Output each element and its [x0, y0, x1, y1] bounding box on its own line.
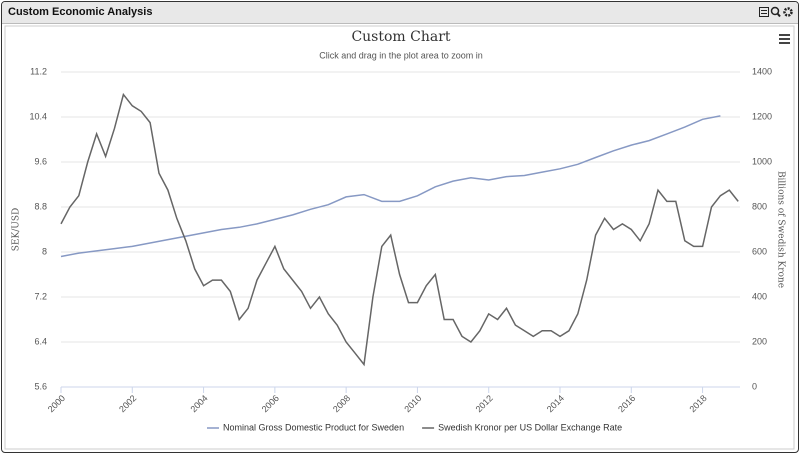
y-tick-label: 5.6	[34, 381, 47, 391]
y-axis-title: SEK/USD	[12, 208, 22, 251]
y-tick-label: 8.8	[34, 201, 47, 211]
y2-tick-label: 1200	[752, 111, 772, 121]
y-tick-label: 7.2	[34, 291, 47, 301]
y2-tick-label: 1000	[752, 156, 772, 166]
y2-tick-label: 800	[752, 201, 767, 211]
series-line	[60, 92, 739, 367]
y2-tick-label: 400	[752, 291, 767, 301]
icon-line	[776, 12, 781, 18]
y-tick-label: 10.4	[29, 111, 47, 121]
icon-bar	[779, 34, 790, 36]
chart-frame	[4, 25, 795, 450]
title-bar: Custom Economic Analysis	[2, 2, 798, 24]
y2-tick-label: 1400	[752, 66, 772, 76]
table-icon[interactable]	[759, 7, 769, 17]
y-tick-label: 11.2	[30, 66, 47, 76]
y2-tick-label: 0	[752, 381, 757, 391]
chart-subtitle: Click and drag in the plot area to zoom …	[319, 50, 483, 60]
y-tick-label: 8	[42, 246, 47, 256]
zoom-icon[interactable]	[770, 6, 780, 16]
widget-title: Custom Economic Analysis	[8, 6, 153, 18]
y2-tick-label: 600	[752, 246, 767, 256]
series-line	[60, 115, 721, 258]
icon-bar	[779, 42, 790, 44]
chart-title: Custom Chart	[351, 29, 450, 45]
legend-label[interactable]: Nominal Gross Domestic Product for Swede…	[223, 422, 404, 432]
y2-axis-title: Billions of Swedish Krone	[776, 171, 786, 288]
menu-icon[interactable]	[779, 34, 790, 44]
chart: Custom Chart Click and drag in the plot …	[4, 25, 795, 450]
settings-icon[interactable]	[783, 7, 793, 17]
y-tick-label: 9.6	[34, 156, 47, 166]
y-tick-label: 6.4	[34, 336, 47, 346]
legend-label[interactable]: Swedish Kronor per US Dollar Exchange Ra…	[438, 422, 622, 432]
y2-tick-label: 200	[752, 336, 767, 346]
icon-bar	[779, 38, 790, 40]
toolbar-icons	[759, 6, 793, 18]
